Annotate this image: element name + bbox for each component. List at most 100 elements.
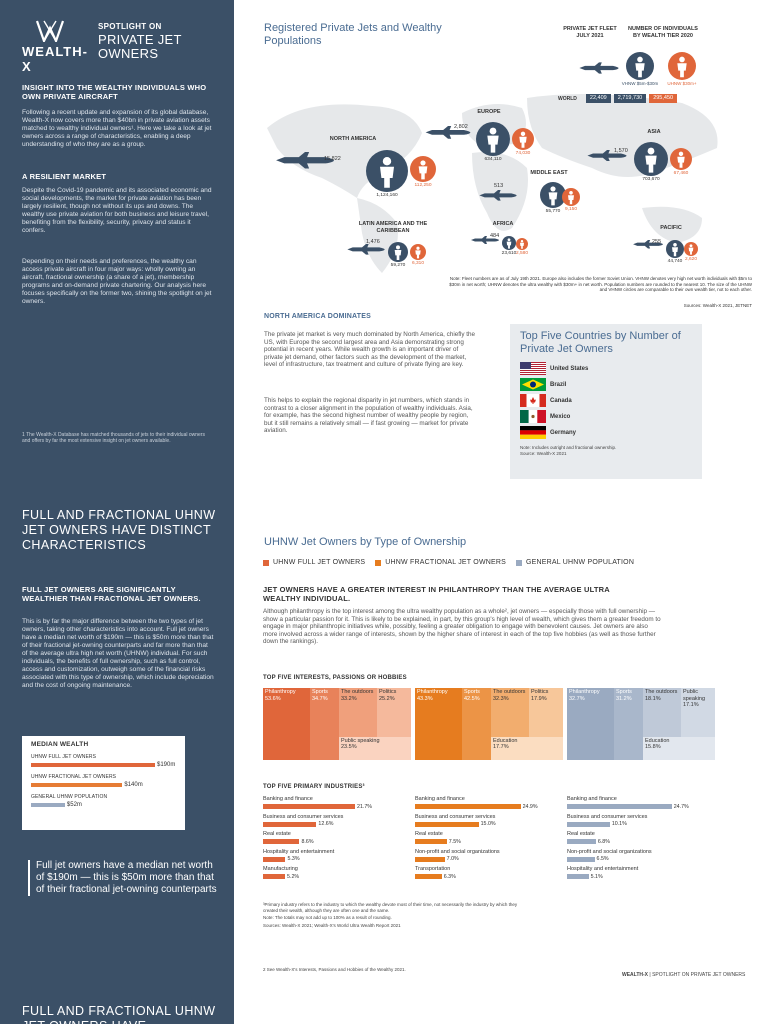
industry-row: Non-profit and social organizations 6.5% xyxy=(567,849,715,867)
treemap-cell-value: 53.6% xyxy=(265,695,281,702)
top-five-countries-card: Top Five Countries by Number of Private … xyxy=(510,324,702,479)
legend-item: UHNW FRACTIONAL JET OWNERS xyxy=(375,559,506,566)
median-wealth-value: $52m xyxy=(66,802,82,808)
industry-bar-fill xyxy=(567,804,672,809)
treemap-cell-value: 42.5% xyxy=(464,695,480,702)
uhnw-person-icon xyxy=(512,128,534,150)
median-wealth-bar: $52m xyxy=(31,802,176,808)
world-jets: 22,409 xyxy=(585,94,611,103)
industry-bar: 7.0% xyxy=(415,856,563,862)
ownership-legend: UHNW FULL JET OWNERS UHNW FRACTIONAL JET … xyxy=(263,559,634,566)
treemap-cell-label: Philanthropy xyxy=(417,689,448,695)
treemap-cell: Sports 42.5% xyxy=(462,688,491,760)
uhnw-person-icon xyxy=(410,244,426,260)
treemap-cell-label: Sports xyxy=(616,689,632,695)
industry-bar: 21.7% xyxy=(263,804,411,810)
north-america-paragraph-2: This helps to explain the regional dispa… xyxy=(264,397,473,435)
industry-label: Hospitality and entertainment xyxy=(263,848,335,855)
treemap-cell: Philanthropy 53.6% xyxy=(263,688,310,760)
rounding-note: Note: The totals may not add up to 100% … xyxy=(263,915,392,920)
industry-label: Transportation xyxy=(415,866,451,873)
brazil-flag-icon xyxy=(520,378,546,391)
industry-value: 5.1% xyxy=(590,873,603,880)
sidebar-footnote: 1 The Wealth-X Database has matched thou… xyxy=(22,432,205,444)
median-wealth-value: $140m xyxy=(124,782,143,788)
jet-icon xyxy=(471,236,499,244)
uhnw-person-icon xyxy=(562,188,580,206)
spotlight-title: PRIVATE JET OWNERS xyxy=(98,32,182,61)
legend-item: UHNW FULL JET OWNERS xyxy=(263,559,365,566)
industry-value: 24.7% xyxy=(673,803,689,810)
interests-treemap: Philanthropy 53.6% Sports 34.7% The outdoors… xyxy=(263,688,411,760)
industry-bar-fill xyxy=(567,856,595,862)
jet-icon xyxy=(276,152,334,169)
legend-label: GENERAL UHNW POPULATION xyxy=(526,559,635,566)
region-jet-count: 15,822 xyxy=(324,156,341,162)
treemap-cell-label: Politics xyxy=(531,689,549,695)
germany-flag-icon xyxy=(520,426,546,439)
page-footnote: 2 See Wealth-X's Interests, Passions and… xyxy=(263,967,406,972)
jet-icon xyxy=(347,244,385,255)
median-wealth-box: MEDIAN WEALTH UHNW FULL JET OWNERS $190m U… xyxy=(22,736,185,830)
country-name: Germany xyxy=(550,429,577,436)
industry-value: 6.8% xyxy=(597,838,610,845)
sidebar-wealthier-paragraph: This is by far the major difference betw… xyxy=(22,618,214,689)
industry-row: Real estate 6.8% xyxy=(567,831,715,849)
treemap-cell-value: 31.2% xyxy=(616,695,632,702)
industry-label: Real estate xyxy=(263,831,291,838)
treemap-cell-value: 18.1% xyxy=(645,695,661,702)
median-wealth-value: $190m xyxy=(157,762,176,768)
uhnw-person-icon xyxy=(410,156,436,182)
vhnw-person-icon xyxy=(388,242,408,262)
vhnw-caption: VHNW $5m-$30m xyxy=(621,81,659,86)
industry-bar: 24.9% xyxy=(415,804,563,810)
world-totals: WORLD 22,409 2,719,730 295,450 xyxy=(558,94,678,103)
north-america-paragraph-1: The private jet market is very much domi… xyxy=(264,331,476,369)
top-five-note: Note: Includes outright and fractional o… xyxy=(520,445,692,457)
industry-row: Banking and finance 21.7% xyxy=(263,796,411,814)
industry-value: 10.1% xyxy=(611,821,627,828)
industry-bar-fill xyxy=(415,856,445,862)
industry-label: Manufacturing xyxy=(263,866,298,873)
region-vhnw-count: 59,270 xyxy=(390,263,406,268)
region-label: EUROPE xyxy=(477,109,501,115)
sidebar-heading-wealthier: FULL JET OWNERS ARE SIGNIFICANTLY WEALTH… xyxy=(22,585,201,603)
treemap-cell: Philanthropy 43.3% xyxy=(415,688,462,760)
treemap-cell-value: 25.2% xyxy=(379,695,395,702)
industry-row: Real estate 8.6% xyxy=(263,831,411,849)
world-uhnw: 295,450 xyxy=(649,94,678,103)
uhnw-person-icon xyxy=(516,238,528,250)
top-five-note-text: Note: Includes outright and fractional o… xyxy=(520,445,617,450)
industry-label: Real estate xyxy=(415,831,443,838)
region-vhnw-count: 703,670 xyxy=(642,177,660,182)
industries-footnote: ³Primary industry refers to the industry… xyxy=(263,902,518,913)
industry-value: 21.7% xyxy=(357,803,373,810)
industry-bar-fill xyxy=(415,821,479,827)
industry-value: 6.5% xyxy=(596,856,609,863)
uhnw-person-icon xyxy=(684,242,698,256)
treemap-cell-value: 43.3% xyxy=(417,695,433,702)
industry-bar: 5.1% xyxy=(567,874,715,880)
world-map xyxy=(267,94,718,273)
treemap-cell-label: Public speaking xyxy=(341,737,380,744)
industry-bar-fill xyxy=(567,874,589,880)
jet-icon xyxy=(579,62,619,74)
treemap-cell: The outdoors 32.3% xyxy=(491,688,529,737)
legend-item: GENERAL UHNW POPULATION xyxy=(516,559,634,566)
median-wealth-fill xyxy=(31,783,123,787)
country-row-1: United States xyxy=(520,362,692,375)
individuals-header: NUMBER OF INDIVIDUALS BY WEALTH TIER 202… xyxy=(628,26,698,39)
legend-swatch xyxy=(516,559,523,566)
industry-bar: 10.1% xyxy=(567,821,715,827)
region-jet-count: 1,476 xyxy=(366,239,380,245)
industry-bar: 12.6% xyxy=(263,821,411,827)
industry-label: Business and consumer services xyxy=(263,813,344,820)
industry-bar-fill xyxy=(263,839,300,845)
region-label: PACIFIC xyxy=(660,225,682,231)
industry-bar: 24.7% xyxy=(567,804,715,810)
region-uhnw-count: 67,460 xyxy=(673,171,689,176)
treemap-cell: Politics 25.2% xyxy=(377,688,411,737)
median-wealth-rows: UHNW FULL JET OWNERS $190m UHNW FRACTIONAL… xyxy=(31,754,176,808)
treemap-cell-label: The outdoors xyxy=(493,689,526,695)
industry-row: Business and consumer services 12.6% xyxy=(263,814,411,832)
